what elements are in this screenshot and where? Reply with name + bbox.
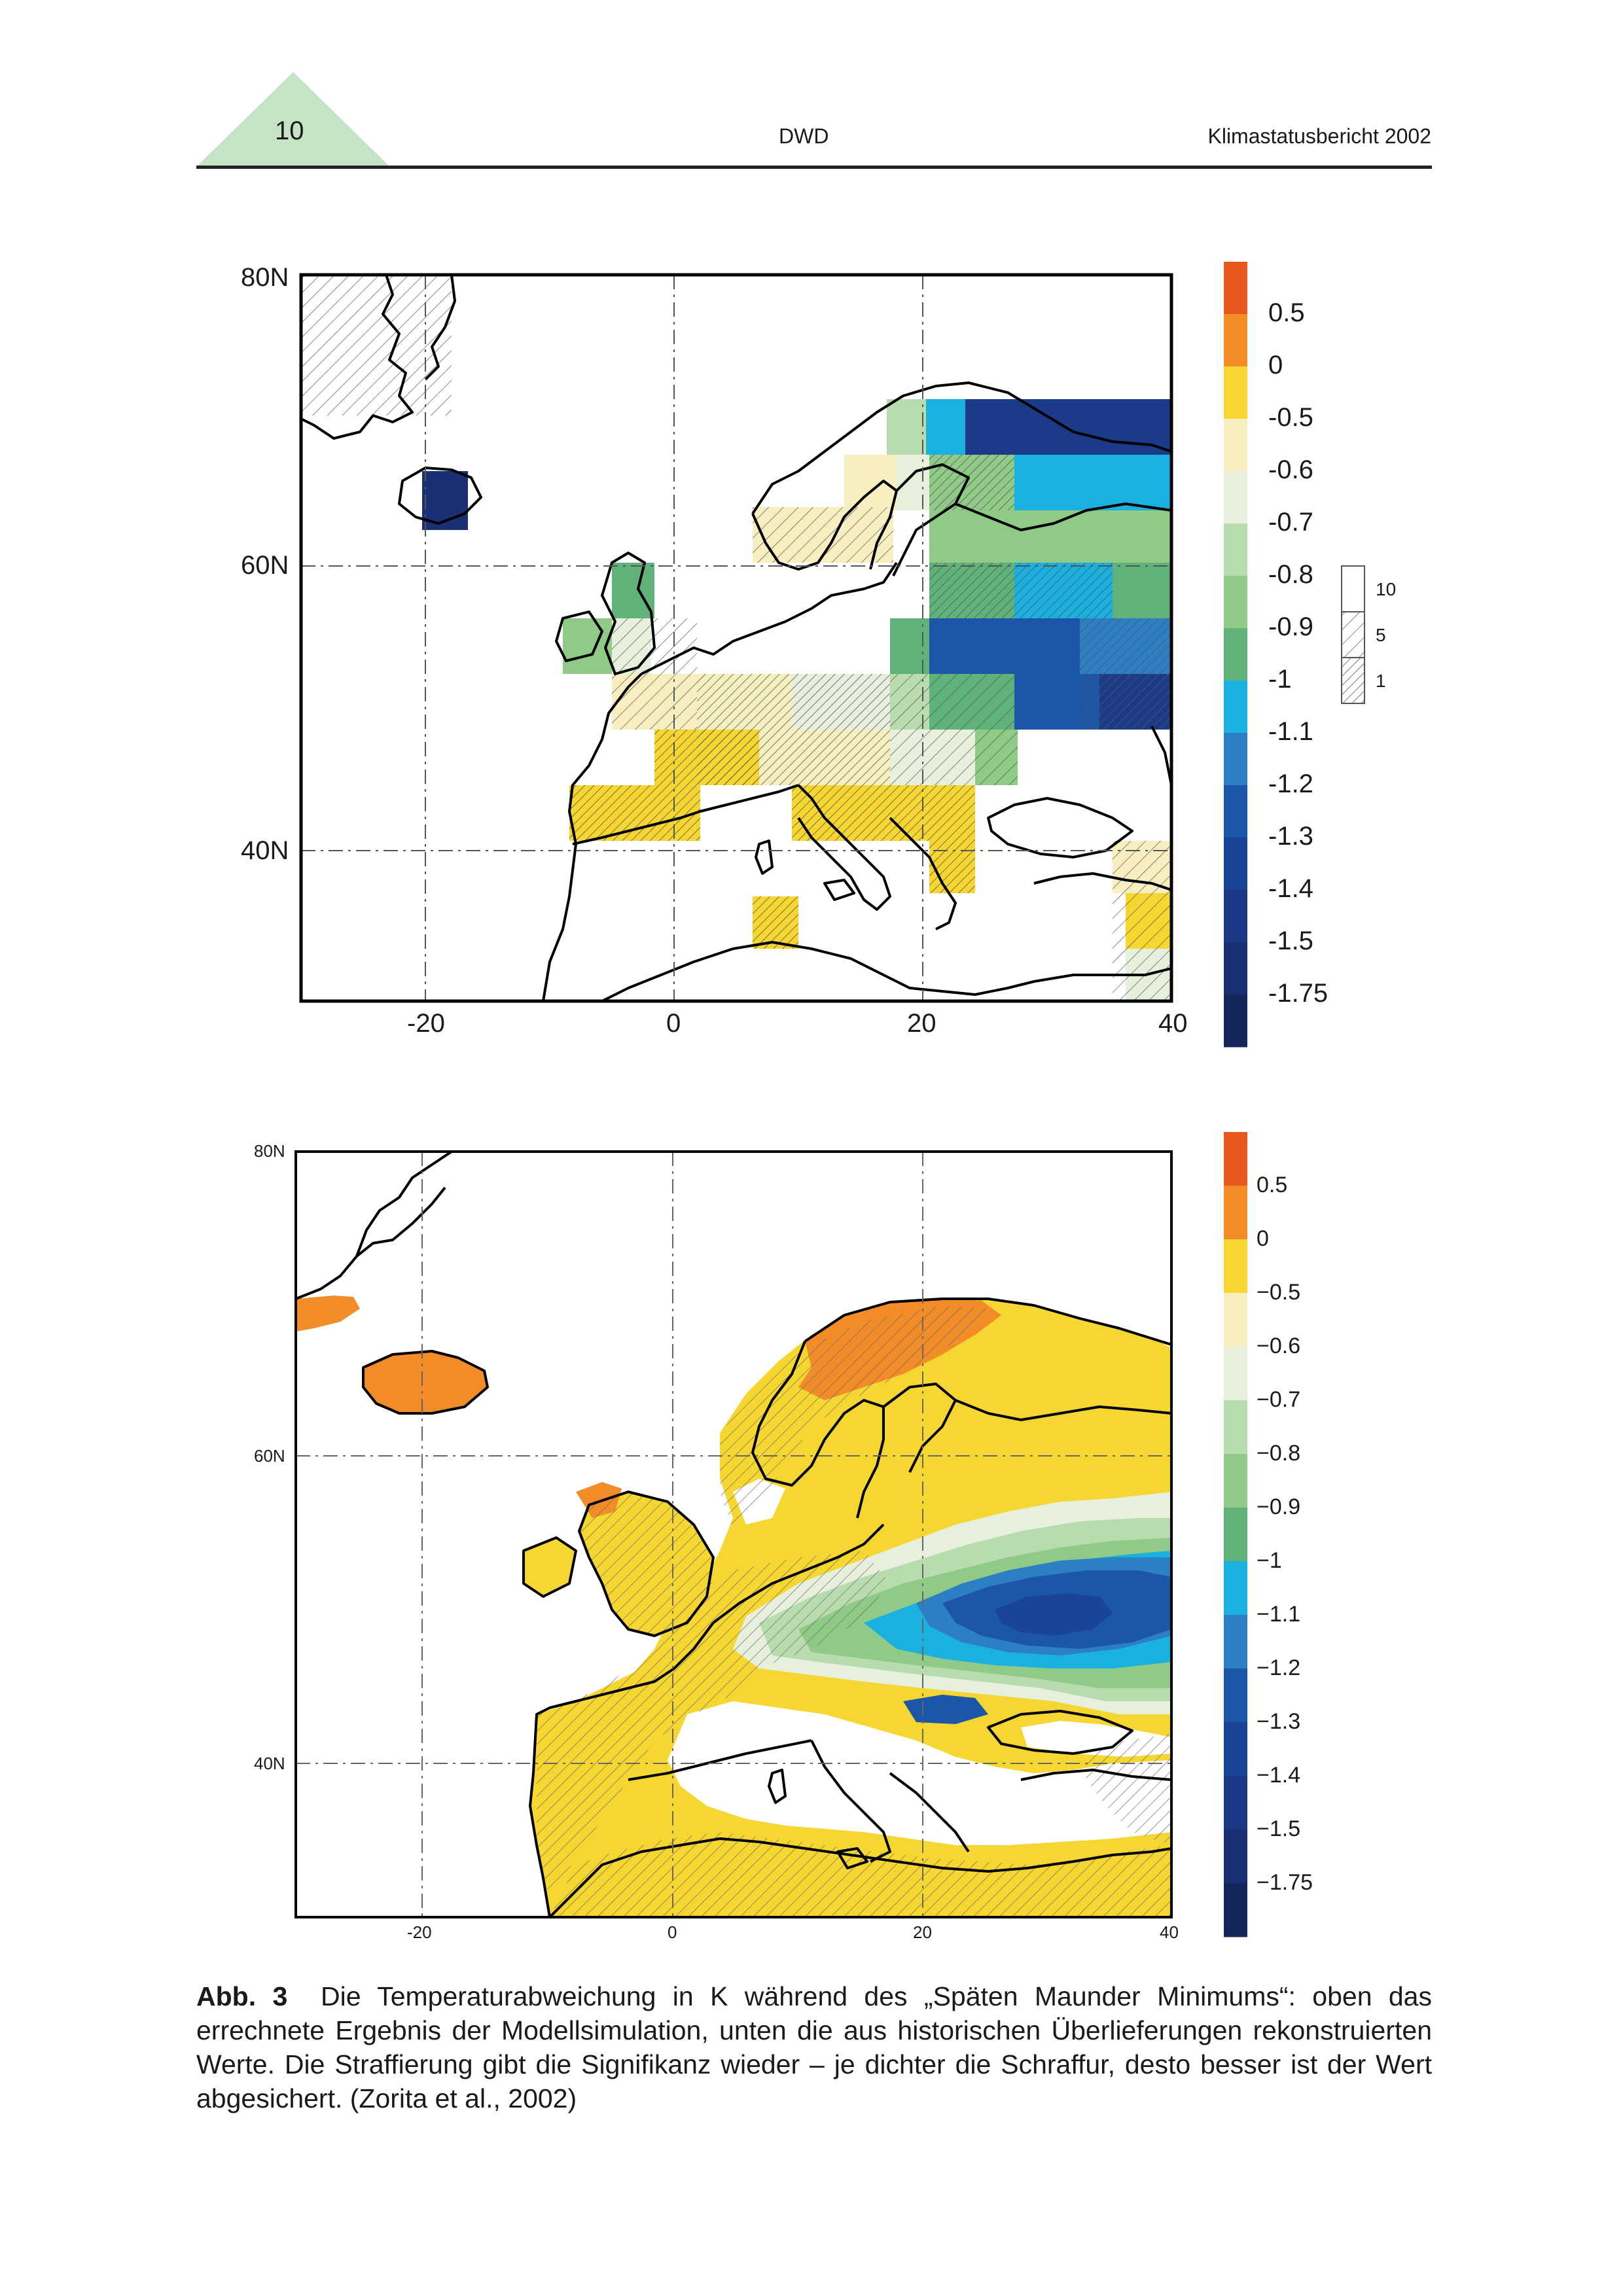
model-hatch-legend	[1341, 565, 1365, 704]
colorbar-tick-label: −0.7	[1257, 1386, 1301, 1412]
model-lon-label-0: 0	[666, 1009, 681, 1038]
colorbar-segment	[1224, 1561, 1247, 1616]
colorbar-tick-label: -0.9	[1268, 612, 1313, 641]
colorbar-tick-label: −1.3	[1257, 1708, 1301, 1734]
colorbar-segment	[1224, 1615, 1247, 1669]
reconstruction-significance-hatching	[537, 1305, 1171, 1917]
colorbar-segment	[1224, 785, 1247, 838]
model-map-frame	[299, 273, 1173, 1003]
recon-lat-label-60n: 60N	[254, 1446, 285, 1466]
page-number: 10	[275, 116, 304, 145]
page-number-triangle	[196, 72, 390, 167]
colorbar-tick-label: -1.1	[1268, 717, 1313, 746]
caption-label: Abb. 3	[196, 1981, 288, 2011]
colorbar-tick-label: −0.6	[1257, 1333, 1301, 1358]
colorbar-segment	[1224, 1722, 1247, 1776]
model-lon-label-m20: -20	[407, 1009, 445, 1038]
colorbar-tick-label: −1.4	[1257, 1762, 1301, 1788]
colorbar-segment	[1224, 1400, 1247, 1455]
model-gridlines	[301, 275, 1171, 1001]
model-lat-label-40n: 40N	[241, 836, 289, 865]
colorbar-tick-label: −1.75	[1257, 1869, 1313, 1895]
model-simulation-figure: 80N 60N 40N -20 0 20 40 0.5 0 -0.5 -0.6 -0.7…	[236, 255, 1414, 1080]
colorbar-tick-label: −0.5	[1257, 1279, 1301, 1305]
colorbar-segment	[1224, 628, 1247, 681]
colorbar-segment	[1224, 995, 1247, 1048]
colorbar-tick-label: -1.3	[1268, 822, 1313, 851]
colorbar-tick-label: 0	[1257, 1226, 1269, 1251]
colorbar-tick-label: −1.2	[1257, 1655, 1301, 1680]
colorbar-segment	[1224, 1293, 1247, 1347]
colorbar-segment	[1224, 523, 1247, 576]
colorbar-tick-label: 0	[1268, 351, 1283, 380]
colorbar-segment	[1224, 838, 1247, 891]
reconstruction-figure: 80N 60N 40N -20 0 20 40 0.5 0 −0.5 −0.6 −0.7…	[236, 1125, 1414, 1956]
reconstruction-map-frame	[294, 1150, 1173, 1918]
colorbar-tick-label: -0.8	[1268, 560, 1313, 589]
reconstruction-map	[294, 1132, 1247, 1937]
colorbar-tick-label: −0.9	[1257, 1494, 1301, 1519]
recon-lon-label-m20: -20	[407, 1922, 432, 1942]
colorbar-segment	[1224, 733, 1247, 786]
colorbar-tick-label: -0.7	[1268, 508, 1313, 537]
header-rule	[196, 166, 1432, 169]
colorbar-segment	[1224, 1347, 1247, 1401]
reconstruction-coastlines	[296, 1152, 1171, 1917]
colorbar-segment	[1224, 890, 1247, 943]
model-coastlines	[301, 275, 1171, 1001]
colorbar-segment	[1224, 1132, 1247, 1186]
colorbar-segment	[1224, 576, 1247, 629]
recon-lon-label-0: 0	[668, 1922, 677, 1942]
model-simulation-map	[299, 262, 1365, 1048]
colorbar-tick-label: -1.75	[1268, 979, 1329, 1008]
recon-lon-label-20: 20	[913, 1922, 932, 1942]
colorbar-segment	[1224, 1669, 1247, 1723]
colorbar-tick-label: -1.5	[1268, 927, 1313, 955]
colorbar-tick-label: -0.5	[1268, 403, 1313, 432]
model-hatch-label-1: 1	[1376, 671, 1386, 691]
colorbar-segment	[1224, 419, 1247, 472]
colorbar-tick-label: -1.2	[1268, 769, 1313, 798]
model-hatch-label-10: 10	[1376, 579, 1397, 599]
colorbar-tick-label: 0.5	[1268, 298, 1305, 327]
recon-lon-label-40: 40	[1160, 1922, 1179, 1942]
model-lat-label-80n: 80N	[241, 263, 289, 292]
recon-lat-label-80n: 80N	[254, 1141, 285, 1161]
colorbar-tick-label: −0.8	[1257, 1440, 1301, 1466]
colorbar-tick-label: 0.5	[1257, 1172, 1288, 1197]
header-publisher: DWD	[779, 124, 829, 148]
colorbar-segment	[1224, 942, 1247, 995]
colorbar-segment	[1224, 1508, 1247, 1562]
colorbar-tick-label: -1	[1268, 665, 1292, 694]
colorbar-segment	[1224, 680, 1247, 733]
colorbar-segment	[1224, 1454, 1247, 1508]
header-report-title: Klimastatusbericht 2002	[1207, 124, 1431, 148]
reconstruction-gridlines	[296, 1152, 1171, 1917]
colorbar-segment	[1224, 1776, 1247, 1830]
colorbar-segment	[1224, 314, 1247, 367]
colorbar-segment	[1224, 366, 1247, 419]
colorbar-segment	[1224, 1239, 1247, 1294]
model-lat-label-60n: 60N	[241, 551, 289, 580]
colorbar-segment	[1224, 262, 1247, 315]
colorbar-segment	[1224, 1829, 1247, 1884]
page-header: 10 DWD Klimastatusbericht 2002	[0, 0, 1623, 177]
model-colorbar	[1224, 262, 1247, 1048]
colorbar-tick-label: -0.6	[1268, 455, 1313, 484]
colorbar-segment	[1224, 471, 1247, 524]
model-hatch-label-5: 5	[1376, 625, 1386, 645]
reconstruction-colorbar	[1224, 1132, 1247, 1937]
colorbar-segment	[1224, 1883, 1247, 1937]
caption-text: Die Temperaturabweichung in K während de…	[196, 1981, 1432, 2113]
model-lon-label-40: 40	[1158, 1009, 1188, 1038]
model-lon-label-20: 20	[907, 1009, 936, 1038]
colorbar-tick-label: −1	[1257, 1547, 1282, 1573]
colorbar-tick-label: −1.1	[1257, 1601, 1301, 1627]
recon-lat-label-40n: 40N	[254, 1754, 285, 1773]
figure-caption: Abb. 3 Die Temperaturabweichung in K wäh…	[196, 1979, 1432, 2115]
colorbar-tick-label: -1.4	[1268, 874, 1313, 903]
colorbar-tick-label: −1.5	[1257, 1816, 1301, 1841]
colorbar-segment	[1224, 1186, 1247, 1240]
